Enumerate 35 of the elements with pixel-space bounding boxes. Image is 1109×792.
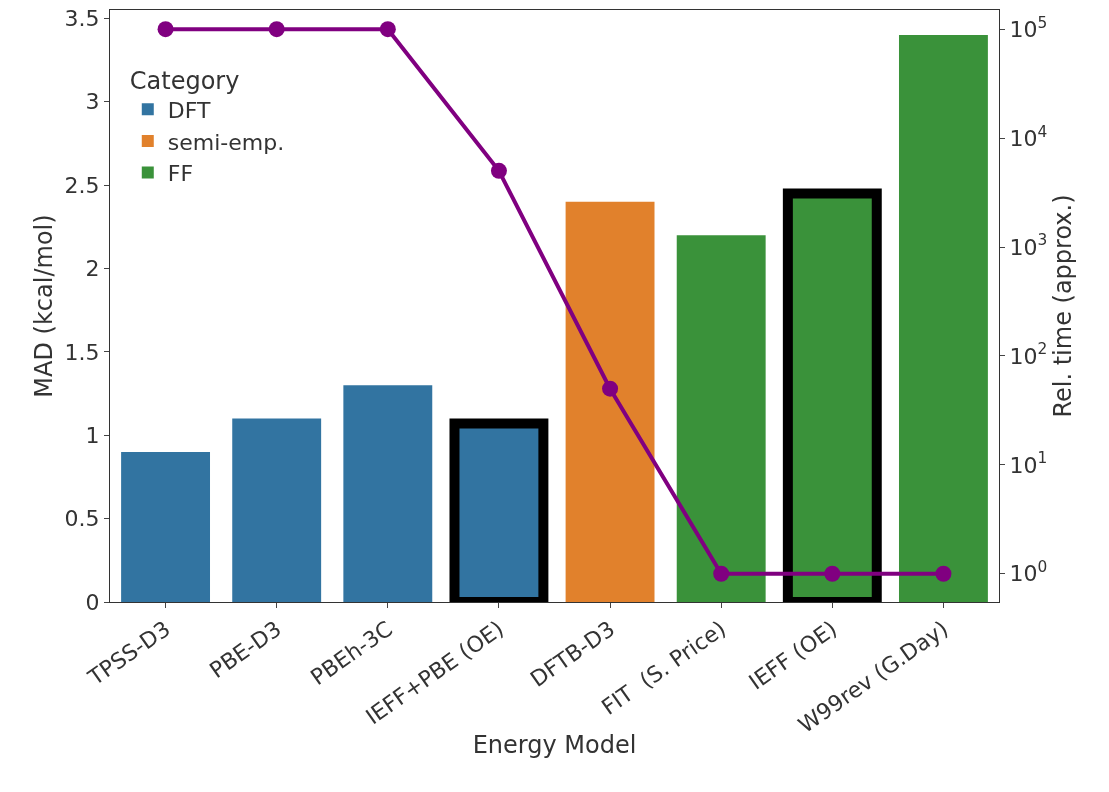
y2-tick-label: 10$^{1}$: [1009, 449, 1048, 478]
point: [379, 21, 396, 38]
y-tick-label: 2: [85, 256, 100, 282]
bar: [232, 418, 322, 602]
legend-label: semi-emp.: [167, 129, 285, 155]
point: [490, 162, 507, 179]
legend-label: FF: [167, 161, 194, 187]
bar: [121, 451, 211, 602]
y2-tick-label: 10$^{5}$: [1009, 13, 1048, 42]
y2-tick-label: 10$^{2}$: [1009, 340, 1048, 369]
y-tick-label: 1: [85, 422, 100, 448]
y-tick-label: 1.5: [64, 339, 100, 365]
y-tick-label: 3: [85, 89, 100, 115]
y2-tick-label: 10$^{4}$: [1009, 122, 1048, 151]
legend-label: DFT: [167, 97, 211, 123]
point: [602, 380, 619, 397]
bar: [676, 235, 766, 602]
legend-title: Category: [129, 66, 240, 95]
bar: [898, 35, 988, 602]
y-tick-label: 2.5: [64, 172, 100, 198]
y2-tick-label: 10$^{0}$: [1009, 558, 1048, 587]
y-tick-label: 0: [85, 589, 100, 615]
y-axis-title: MAD (kcal/mol): [30, 214, 58, 398]
bar: [343, 385, 433, 602]
point: [824, 565, 841, 582]
point: [713, 565, 730, 582]
x-axis-title: Energy Model: [472, 731, 637, 760]
point: [157, 21, 174, 38]
point: [268, 21, 285, 38]
bar: [565, 201, 655, 602]
y-tick-label: 3.5: [64, 6, 100, 32]
y2-tick-label: 10$^{3}$: [1009, 231, 1048, 260]
point: [935, 565, 952, 582]
y-tick-label: 0.5: [64, 506, 100, 532]
y2-axis-title: Rel. time (approx.): [1049, 194, 1078, 418]
